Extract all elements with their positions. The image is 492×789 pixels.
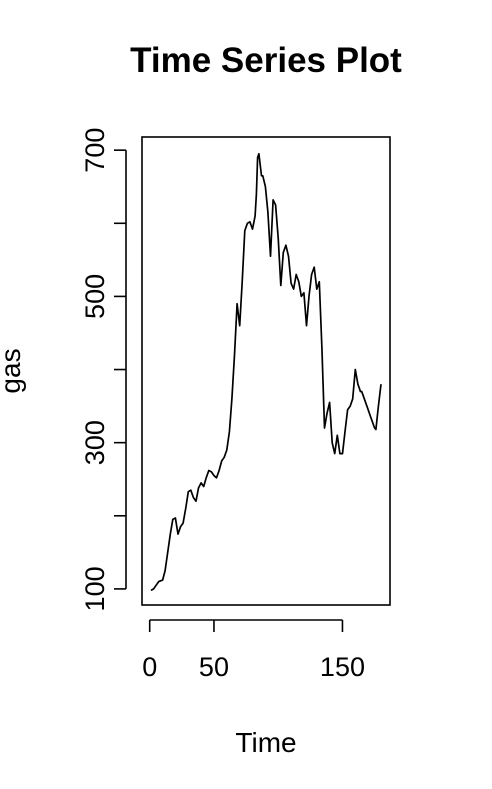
y-axis: 100 300 500 700: [80, 128, 127, 611]
x-tick-label: 150: [320, 652, 365, 682]
x-tick-label: 50: [199, 652, 229, 682]
y-tick-label: 500: [80, 274, 110, 319]
y-tick-label: 700: [80, 128, 110, 173]
x-tick-label: 0: [142, 652, 157, 682]
plot-frame: [141, 136, 391, 606]
x-axis-label: Time: [235, 727, 296, 758]
y-tick-label: 100: [80, 566, 110, 611]
y-tick-label: 300: [80, 420, 110, 465]
y-axis-label: gas: [0, 348, 26, 393]
series-line-gas: [150, 152, 382, 592]
chart-title: Time Series Plot: [130, 41, 402, 80]
x-axis: 0 50 150: [142, 619, 365, 682]
